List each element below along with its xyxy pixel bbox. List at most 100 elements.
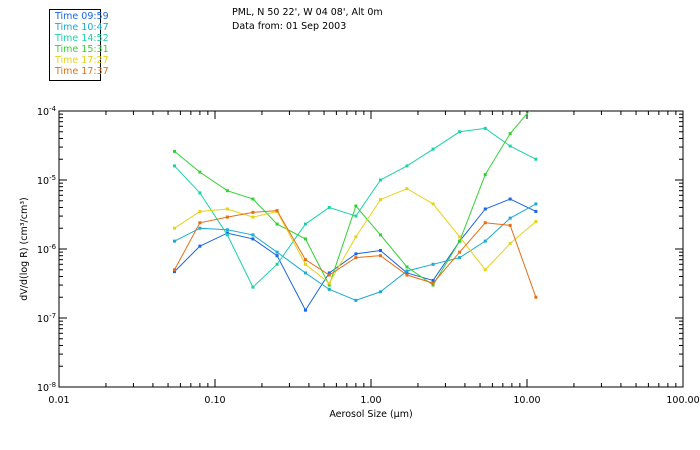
data-point xyxy=(275,262,279,266)
data-point xyxy=(198,191,202,195)
data-point xyxy=(327,281,331,285)
y-tick-label: 10-7 xyxy=(37,312,56,325)
data-point xyxy=(327,273,331,277)
data-point xyxy=(172,164,176,168)
data-point xyxy=(508,144,512,148)
data-point xyxy=(508,242,512,246)
data-point xyxy=(172,226,176,230)
data-point xyxy=(327,205,331,209)
legend-entry-4: Time 15:31 xyxy=(55,44,109,55)
data-point xyxy=(198,226,202,230)
data-point xyxy=(534,295,538,299)
data-point xyxy=(303,222,307,226)
x-axis-label: Aerosol Size (μm) xyxy=(329,409,412,420)
data-point xyxy=(405,273,409,277)
data-point xyxy=(405,187,409,191)
legend-entry-1: Time 09:59 xyxy=(55,11,109,22)
data-point xyxy=(275,209,279,213)
data-point xyxy=(431,283,435,287)
data-point xyxy=(251,285,255,289)
data-point xyxy=(508,216,512,220)
data-point xyxy=(534,220,538,224)
legend-entry-5: Time 17:27 xyxy=(55,55,109,66)
data-point xyxy=(483,268,487,272)
legend-box xyxy=(49,9,101,81)
y-tick-label: 10-4 xyxy=(37,105,57,118)
data-point xyxy=(405,164,409,168)
data-point xyxy=(431,262,435,266)
data-point xyxy=(225,233,229,237)
data-point xyxy=(483,207,487,211)
legend-entry-3: Time 14:52 xyxy=(55,33,109,44)
x-tick-label: 10.00 xyxy=(513,395,540,406)
data-point xyxy=(378,233,382,237)
data-point xyxy=(251,237,255,241)
data-point xyxy=(172,270,176,274)
data-point xyxy=(172,239,176,243)
data-point xyxy=(405,271,409,275)
data-point xyxy=(483,239,487,243)
data-point xyxy=(327,283,331,287)
data-point xyxy=(458,239,462,243)
station-title: PML, N 50 22', W 04 08', Alt 0m xyxy=(232,7,383,18)
data-point xyxy=(354,256,358,260)
data-point xyxy=(458,235,462,239)
legend-entry-2: Time 10:47 xyxy=(55,22,109,33)
y-tick-label: 10-6 xyxy=(37,243,57,256)
data-point xyxy=(198,244,202,248)
data-point xyxy=(275,254,279,258)
data-point xyxy=(378,178,382,182)
data-point xyxy=(327,271,331,275)
data-point xyxy=(354,204,358,208)
data-point xyxy=(534,157,538,161)
data-point xyxy=(378,198,382,202)
data-point xyxy=(458,130,462,134)
data-point xyxy=(225,189,229,193)
data-point xyxy=(198,221,202,225)
data-point xyxy=(225,207,229,211)
data-point xyxy=(251,197,255,201)
data-point xyxy=(275,250,279,254)
data-point xyxy=(458,256,462,260)
data-point xyxy=(303,237,307,241)
data-point xyxy=(354,214,358,218)
data-point xyxy=(534,102,537,105)
data-point xyxy=(275,222,279,226)
legend-entry-6: Time 17:37 xyxy=(55,66,109,77)
data-point xyxy=(303,308,307,312)
data-point xyxy=(172,268,176,272)
data-point xyxy=(483,126,487,130)
x-tick-label: 0.10 xyxy=(204,395,225,406)
data-point xyxy=(431,147,435,151)
data-point xyxy=(508,132,512,136)
data-point xyxy=(431,281,435,285)
data-point xyxy=(172,149,176,153)
data-point xyxy=(458,250,462,254)
data-point xyxy=(378,254,382,258)
data-point xyxy=(225,231,229,235)
data-point xyxy=(198,209,202,213)
data-point xyxy=(534,202,538,206)
data-point xyxy=(354,298,358,302)
data-point xyxy=(405,265,409,269)
date-subtitle: Data from: 01 Sep 2003 xyxy=(232,21,347,32)
series-group xyxy=(172,102,538,312)
data-point xyxy=(354,252,358,256)
y-axis-label: dV/d(log R) (cm³/cm³) xyxy=(19,197,30,300)
data-point xyxy=(251,233,255,237)
data-point xyxy=(198,170,202,174)
data-point xyxy=(508,197,512,201)
data-point xyxy=(431,202,435,206)
plot-frame xyxy=(58,110,684,388)
x-tick-label: 0.01 xyxy=(48,395,69,406)
data-point xyxy=(303,258,307,262)
data-point xyxy=(354,235,358,239)
data-point xyxy=(303,271,307,275)
data-point xyxy=(225,215,229,219)
data-point xyxy=(251,215,255,219)
x-tick-label: 1.00 xyxy=(360,395,381,406)
data-point xyxy=(405,269,409,273)
y-tick-label: 10-8 xyxy=(37,381,56,394)
data-point xyxy=(431,278,435,282)
